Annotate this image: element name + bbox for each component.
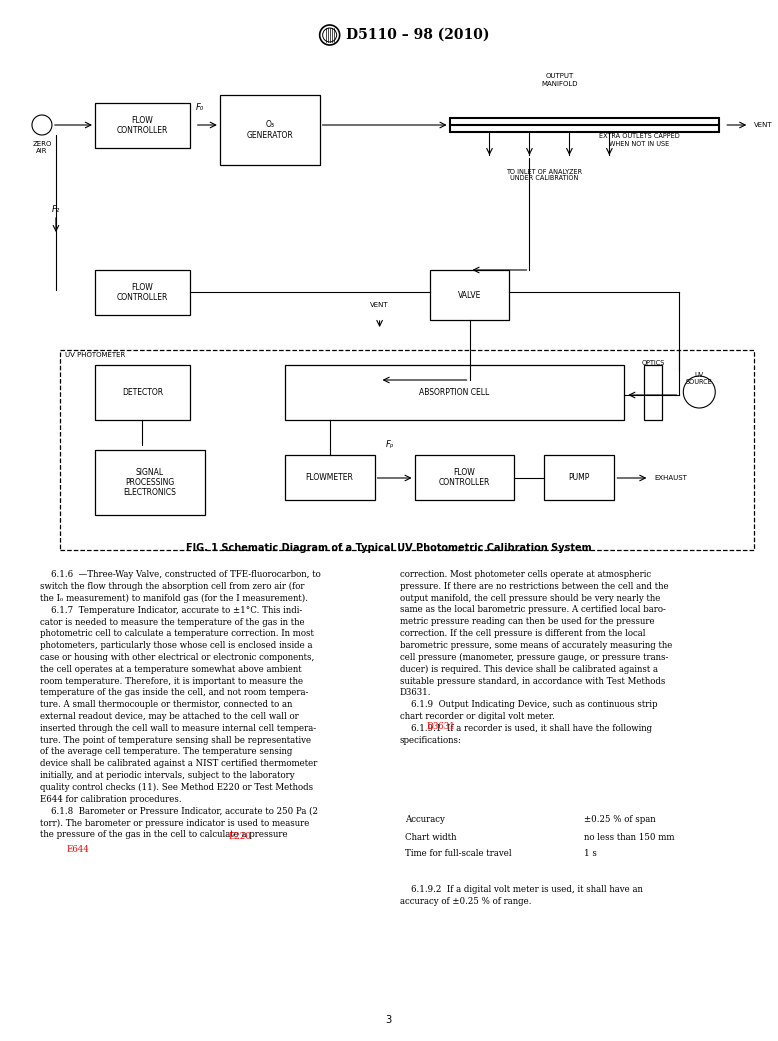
Text: FIG. 1 Schematic Diagram of a Typical UV Photometric Calibration System: FIG. 1 Schematic Diagram of a Typical UV… <box>186 543 591 553</box>
Text: E220: E220 <box>229 832 251 841</box>
Bar <box>95 365 190 420</box>
Text: VENT: VENT <box>754 122 773 128</box>
Bar <box>545 455 615 500</box>
Bar <box>285 455 375 500</box>
Text: OPTICS: OPTICS <box>642 360 665 366</box>
Bar <box>95 103 190 148</box>
Text: Chart width: Chart width <box>405 833 456 841</box>
Bar <box>95 270 190 315</box>
Bar <box>415 455 514 500</box>
Bar <box>285 365 625 420</box>
Text: VALVE: VALVE <box>457 290 482 300</box>
Text: O₃
GENERATOR: O₃ GENERATOR <box>247 121 293 139</box>
Text: F₂: F₂ <box>52 205 60 214</box>
Text: ±0.25 % of span: ±0.25 % of span <box>584 815 656 824</box>
Text: 6.1.6  —Three-Way Valve, constructed of TFE-fluorocarbon, to
switch the flow thr: 6.1.6 —Three-Way Valve, constructed of T… <box>40 570 321 839</box>
Text: VENT: VENT <box>370 302 389 308</box>
Text: E644: E644 <box>67 845 89 855</box>
Bar <box>219 95 320 166</box>
Text: 3: 3 <box>385 1015 392 1025</box>
Text: 6.1.9.2  If a digital volt meter is used, it shall have an
accuracy of ±0.25 % o: 6.1.9.2 If a digital volt meter is used,… <box>400 885 643 906</box>
Text: no less than 150 mm: no less than 150 mm <box>584 833 675 841</box>
Text: SIGNAL
PROCESSING
ELECTRONICS: SIGNAL PROCESSING ELECTRONICS <box>124 467 177 498</box>
Text: FLOWMETER: FLOWMETER <box>306 473 353 482</box>
Text: FLOW
CONTROLLER: FLOW CONTROLLER <box>439 467 490 487</box>
Bar <box>429 270 510 320</box>
Text: OUTPUT
MANIFOLD: OUTPUT MANIFOLD <box>541 74 578 86</box>
Text: ABSORPTION CELL: ABSORPTION CELL <box>419 388 489 397</box>
Text: 1 s: 1 s <box>584 849 598 859</box>
Text: EXTRA OUTLETS CAPPED
WHEN NOT IN USE: EXTRA OUTLETS CAPPED WHEN NOT IN USE <box>599 133 680 147</box>
Text: F₀: F₀ <box>196 102 204 111</box>
Text: UV PHOTOMETER: UV PHOTOMETER <box>65 352 125 358</box>
Bar <box>95 450 205 515</box>
Text: D5110 – 98 (2010): D5110 – 98 (2010) <box>345 28 489 42</box>
Text: Time for full-scale travel: Time for full-scale travel <box>405 849 511 859</box>
Text: UV
SOURCE: UV SOURCE <box>686 372 713 385</box>
Text: Accuracy: Accuracy <box>405 815 444 824</box>
Text: FLOW
CONTROLLER: FLOW CONTROLLER <box>117 116 168 135</box>
Text: ZERO
AIR: ZERO AIR <box>32 141 51 154</box>
Text: DETECTOR: DETECTOR <box>122 388 163 397</box>
Text: EXHAUST: EXHAUST <box>654 475 687 481</box>
Bar <box>60 350 754 550</box>
Text: FLOW
CONTROLLER: FLOW CONTROLLER <box>117 283 168 302</box>
Text: Fₚ: Fₚ <box>385 440 394 450</box>
Bar <box>644 365 662 420</box>
Text: D3631: D3631 <box>426 722 455 731</box>
Text: PUMP: PUMP <box>569 473 590 482</box>
Text: correction. Most photometer cells operate at atmospheric
pressure. If there are : correction. Most photometer cells operat… <box>400 570 672 744</box>
Text: TO INLET OF ANALYZER
UNDER CALIBRATION: TO INLET OF ANALYZER UNDER CALIBRATION <box>506 169 583 181</box>
